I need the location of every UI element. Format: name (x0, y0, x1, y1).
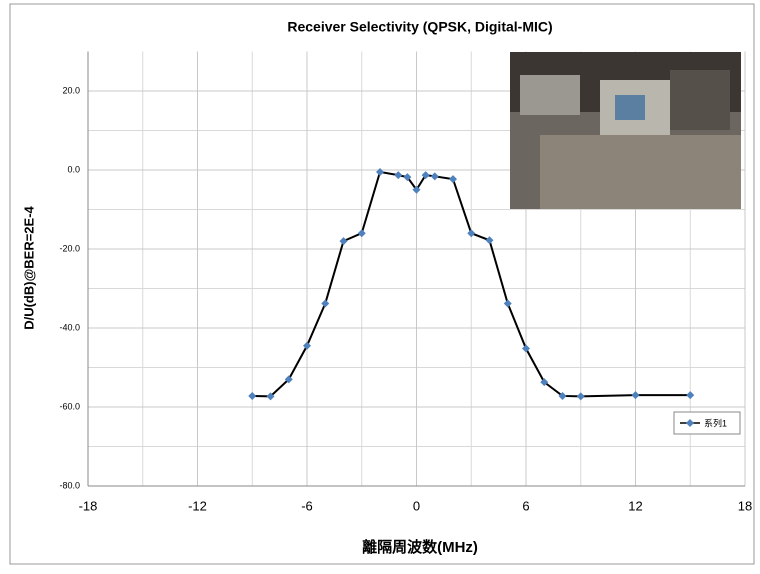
photo-instrument (670, 70, 730, 130)
chart: Receiver Selectivity (QPSK, Digital-MIC)… (0, 0, 760, 569)
x-tick-label: 12 (628, 498, 642, 513)
y-tick-label: -20.0 (59, 243, 80, 253)
x-tick-label: -12 (188, 498, 207, 513)
chart-title: Receiver Selectivity (QPSK, Digital-MIC) (287, 19, 552, 35)
photo-instrument (520, 75, 580, 115)
y-tick-label: 20.0 (62, 85, 80, 95)
photo-inset (510, 52, 741, 209)
x-tick-label: 0 (413, 498, 420, 513)
legend: 系列1 (674, 412, 740, 434)
x-axis-title: 離隔周波数(MHz) (362, 538, 478, 556)
photo-screen (615, 95, 645, 120)
y-axis-title: D/U(dB)@BER=2E-4 (21, 205, 36, 329)
x-tick-label: 6 (522, 498, 529, 513)
y-tick-label: -60.0 (59, 401, 80, 411)
x-tick-label: 18 (738, 498, 752, 513)
x-tick-label: -18 (79, 498, 98, 513)
photo-table (540, 135, 741, 209)
x-tick-label: -6 (301, 498, 313, 513)
y-tick-label: -40.0 (59, 322, 80, 332)
y-tick-label: 0.0 (67, 164, 80, 174)
y-tick-label: -80.0 (59, 480, 80, 490)
legend-label: 系列1 (704, 417, 727, 428)
